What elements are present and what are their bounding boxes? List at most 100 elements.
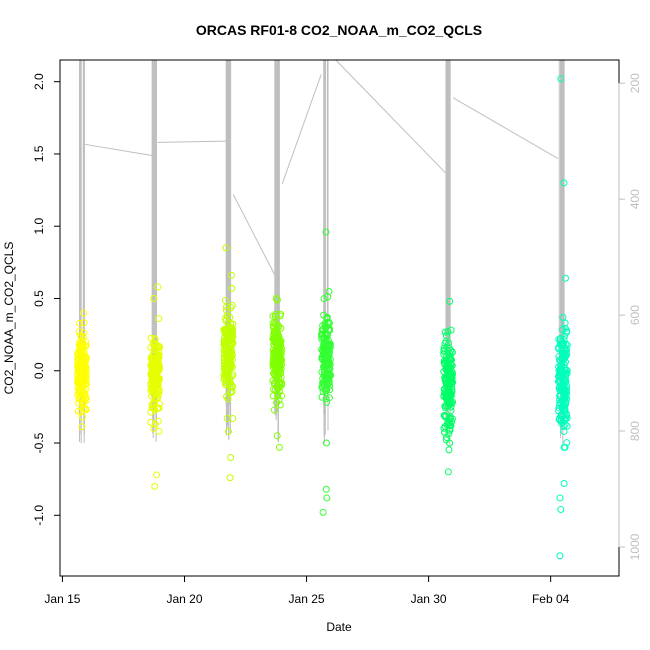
data-point: [82, 406, 90, 414]
data-point: [273, 432, 281, 440]
data-point: [445, 446, 453, 454]
data-point: [441, 404, 449, 412]
data-point: [442, 412, 450, 420]
data-point: [80, 355, 88, 363]
data-point: [221, 296, 229, 304]
data-point: [322, 439, 330, 447]
right-tick-label: 800: [628, 421, 642, 441]
data-point: [556, 552, 564, 560]
data-point: [221, 341, 229, 349]
data-point: [448, 415, 456, 423]
data-point: [78, 388, 86, 396]
data-point: [556, 375, 564, 383]
data-point: [227, 361, 235, 369]
data-point: [82, 369, 90, 377]
data-point: [74, 370, 82, 378]
data-point: [227, 271, 235, 279]
data-point: [225, 327, 233, 335]
altitude-transit-line: [157, 140, 228, 143]
y-tick-label: 1.0: [32, 218, 46, 235]
data-point: [555, 353, 563, 361]
data-point: [557, 506, 565, 514]
data-point: [80, 309, 88, 317]
data-point: [319, 375, 327, 383]
data-point: [228, 388, 236, 396]
data-point: [74, 350, 82, 358]
data-point: [440, 392, 448, 400]
data-point: [77, 342, 85, 350]
data-point: [269, 392, 277, 400]
data-point: [155, 388, 163, 396]
x-axis: Jan 15 Jan 20 Jan 25 Jan 30 Feb 04: [44, 575, 570, 606]
data-point: [323, 358, 331, 366]
data-point: [441, 428, 449, 436]
data-point: [441, 413, 449, 421]
data-point: [324, 293, 332, 301]
data-point: [556, 366, 564, 374]
data-point: [74, 407, 82, 415]
data-point: [149, 372, 157, 380]
data-point: [446, 413, 454, 421]
data-point: [275, 374, 283, 382]
data-point: [226, 379, 234, 387]
data-point: [228, 382, 236, 390]
data-point: [447, 360, 455, 368]
data-point: [227, 453, 235, 461]
x-tick-label: Jan 20: [166, 592, 202, 606]
data-point: [275, 443, 283, 451]
data-point: [561, 358, 569, 366]
y-tick-label: -1.0: [32, 505, 46, 526]
data-point: [220, 371, 228, 379]
data-point: [222, 393, 230, 401]
altitude-transit-line: [232, 194, 277, 278]
data-point: [446, 390, 454, 398]
data-point: [78, 377, 86, 385]
data-point: [224, 427, 232, 435]
data-point: [320, 346, 328, 354]
data-point: [319, 387, 327, 395]
data-point: [446, 297, 454, 305]
right-tick-label: 200: [628, 73, 642, 93]
data-point: [441, 328, 449, 336]
x-tick-label: Feb 04: [532, 592, 570, 606]
y-axis: -1.0 -0.5 0.0 0.5 1.0 1.5 2.0: [32, 73, 61, 526]
data-point: [322, 485, 330, 493]
data-point: [442, 364, 450, 372]
data-point: [149, 404, 157, 412]
data-point: [324, 380, 332, 388]
data-point: [229, 414, 237, 422]
data-point: [277, 357, 285, 365]
data-point: [273, 296, 281, 304]
data-point: [561, 406, 569, 414]
data-point: [558, 326, 566, 334]
data-point: [222, 244, 230, 252]
data-point: [323, 313, 331, 321]
data-point: [226, 474, 234, 482]
data-point: [276, 312, 284, 320]
data-point: [271, 365, 279, 373]
data-point: [147, 418, 155, 426]
chart-title: ORCAS RF01-8 CO2_NOAA_m_CO2_QCLS: [196, 22, 482, 38]
data-point: [324, 348, 332, 356]
data-point: [560, 335, 568, 343]
data-point: [323, 398, 331, 406]
data-point: [228, 302, 236, 310]
x-axis-label: Date: [326, 620, 352, 634]
data-point: [442, 392, 450, 400]
data-point: [446, 421, 454, 429]
data-point: [277, 324, 285, 332]
data-points: [73, 75, 571, 560]
data-point: [150, 374, 158, 382]
data-point: [444, 419, 452, 427]
data-point: [446, 439, 454, 447]
data-point: [448, 386, 456, 394]
data-point: [75, 361, 83, 369]
data-point: [75, 328, 83, 336]
data-point: [269, 312, 277, 320]
data-point: [148, 401, 156, 409]
data-point: [447, 356, 455, 364]
data-point: [224, 363, 232, 371]
data-point: [151, 406, 159, 414]
data-point: [319, 330, 327, 338]
data-point: [149, 368, 157, 376]
